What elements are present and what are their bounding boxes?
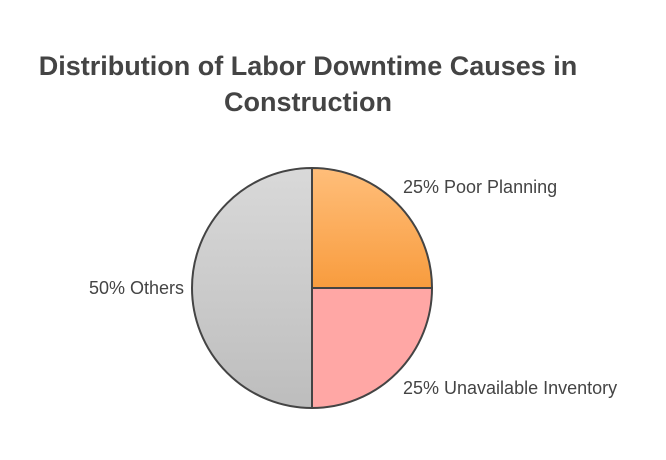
pie-slices: [191, 167, 433, 409]
pie-labels: 25% Poor Planning 25% Unavailable Invento…: [89, 177, 617, 398]
pie-slice: [311, 167, 433, 289]
chart-title: Distribution of Labor Downtime Causes in…: [38, 51, 578, 117]
pie-slice: [311, 287, 433, 409]
slice-label: 50% Others: [89, 278, 184, 298]
slice-label: 25% Poor Planning: [403, 177, 557, 197]
pie-slice: [191, 167, 313, 409]
slice-label: 25% Unavailable Inventory: [403, 378, 617, 398]
